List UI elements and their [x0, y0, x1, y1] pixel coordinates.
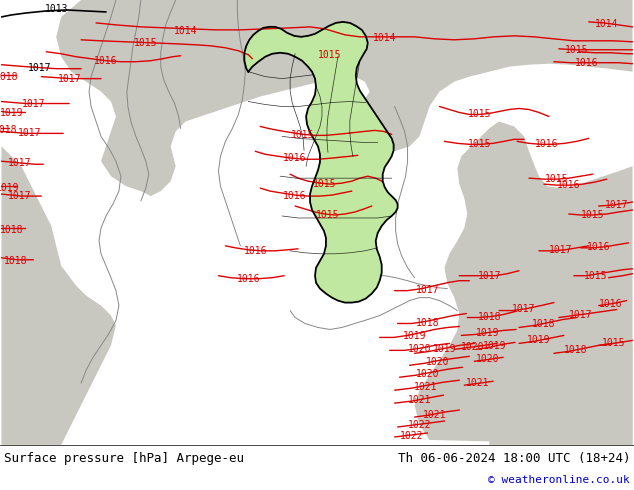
- Text: 1020: 1020: [408, 344, 431, 354]
- Polygon shape: [484, 271, 633, 445]
- Text: 1017: 1017: [605, 200, 628, 210]
- Text: 1014: 1014: [174, 26, 197, 36]
- Text: 1019: 1019: [432, 344, 456, 354]
- Text: 1020: 1020: [460, 343, 484, 352]
- Text: 1015: 1015: [565, 45, 588, 55]
- Text: 1018: 1018: [4, 256, 27, 266]
- Text: 1020: 1020: [416, 369, 439, 379]
- Text: 1021: 1021: [465, 378, 489, 388]
- Text: 1019: 1019: [482, 342, 506, 351]
- Text: 1016: 1016: [599, 298, 623, 309]
- Text: 1017: 1017: [58, 74, 81, 84]
- Text: 1018: 1018: [477, 312, 501, 321]
- Text: 1016: 1016: [283, 153, 307, 163]
- Text: 1016: 1016: [94, 56, 118, 66]
- Text: 1017: 1017: [18, 128, 41, 138]
- Text: 1017: 1017: [416, 285, 439, 294]
- Text: © weatheronline.co.uk: © weatheronline.co.uk: [488, 474, 630, 485]
- Text: 1015: 1015: [602, 339, 625, 348]
- Text: 1016: 1016: [236, 274, 260, 284]
- Text: 1019: 1019: [403, 331, 426, 342]
- Text: 1015: 1015: [313, 179, 337, 189]
- Text: Surface pressure [hPa] Arpege-eu: Surface pressure [hPa] Arpege-eu: [4, 452, 244, 465]
- Text: 1022: 1022: [408, 420, 431, 430]
- Text: 1018: 1018: [0, 125, 17, 135]
- Text: Th 06-06-2024 18:00 UTC (18+24): Th 06-06-2024 18:00 UTC (18+24): [398, 452, 630, 465]
- Text: 1018: 1018: [564, 345, 588, 355]
- Text: 1018: 1018: [0, 72, 18, 82]
- Text: 1015: 1015: [291, 130, 315, 140]
- Polygon shape: [56, 0, 633, 196]
- Text: 1015: 1015: [316, 210, 340, 220]
- Text: 1019: 1019: [0, 183, 19, 193]
- Polygon shape: [244, 22, 398, 303]
- Text: 1021: 1021: [414, 382, 437, 392]
- Text: 1017: 1017: [477, 270, 501, 281]
- Text: 1019: 1019: [527, 336, 551, 345]
- Text: 1020: 1020: [476, 354, 499, 365]
- Polygon shape: [1, 0, 116, 445]
- Text: 1016: 1016: [535, 139, 559, 149]
- Text: 1015: 1015: [318, 50, 342, 60]
- Text: 1015: 1015: [545, 174, 569, 184]
- Text: 1019: 1019: [0, 108, 23, 119]
- Text: 1019: 1019: [476, 328, 499, 339]
- Text: 1015: 1015: [467, 139, 491, 149]
- Text: 1022: 1022: [400, 431, 424, 441]
- Text: 1017: 1017: [549, 245, 573, 255]
- Text: 1016: 1016: [587, 242, 611, 252]
- Text: 1014: 1014: [595, 19, 618, 29]
- Text: 1020: 1020: [425, 357, 449, 368]
- Text: 1017: 1017: [27, 63, 51, 73]
- Text: 1017: 1017: [8, 158, 31, 168]
- Polygon shape: [415, 122, 633, 445]
- Text: 1018: 1018: [0, 225, 23, 235]
- Text: 1015: 1015: [134, 38, 158, 48]
- Text: 1014: 1014: [373, 33, 396, 43]
- Text: 1013: 1013: [44, 4, 68, 14]
- Text: 1016: 1016: [557, 180, 581, 190]
- Text: 1016: 1016: [243, 246, 267, 256]
- Text: 1021: 1021: [408, 395, 431, 405]
- Text: 1017: 1017: [22, 98, 45, 108]
- Text: 1017: 1017: [569, 310, 593, 319]
- Text: 1018: 1018: [532, 319, 555, 329]
- Text: 1018: 1018: [416, 318, 439, 328]
- Text: 1015: 1015: [584, 270, 607, 281]
- Text: 1015: 1015: [467, 109, 491, 120]
- Text: 1017: 1017: [512, 304, 536, 314]
- Text: 1016: 1016: [283, 191, 307, 201]
- Text: 1015: 1015: [581, 210, 604, 220]
- Text: 1021: 1021: [423, 410, 446, 420]
- Text: 1016: 1016: [575, 58, 598, 68]
- Text: 1017: 1017: [8, 191, 31, 201]
